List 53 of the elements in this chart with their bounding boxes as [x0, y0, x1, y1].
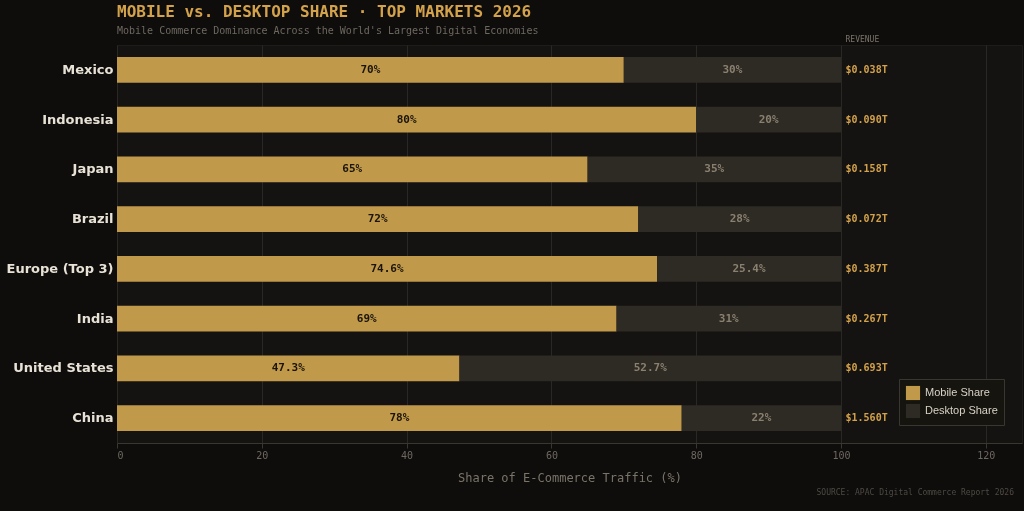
data-label: 28%: [729, 212, 750, 226]
text: REVENUE: [845, 35, 880, 44]
y-tick-label: United States: [13, 360, 114, 376]
annotation: $0.072T: [845, 213, 888, 225]
data-label: 31%: [718, 311, 740, 325]
y-tick-label: Indonesia: [42, 111, 114, 127]
data-label: 74.6%: [370, 261, 404, 275]
x-tick-label: 0: [117, 449, 124, 461]
bar: [117, 355, 460, 382]
annotation: $0.038T: [845, 63, 888, 75]
annotation: $1.560T: [845, 412, 888, 424]
x-tick-label: 20: [256, 449, 269, 461]
bar: [117, 156, 588, 183]
bar: [117, 56, 624, 83]
annotation: $0.158T: [845, 163, 888, 175]
data-label: 65%: [342, 162, 363, 176]
y-tick-label: India: [76, 310, 114, 326]
data-label: 30%: [722, 62, 743, 76]
data-label: 69%: [356, 311, 378, 325]
bar: [117, 106, 697, 133]
x-tick-label: 60: [545, 449, 558, 461]
y-tick-label: Mexico: [62, 61, 114, 77]
data-label: 70%: [360, 62, 381, 76]
bar: [117, 255, 658, 282]
x-tick-label: 100: [832, 449, 851, 461]
annotation: $0.387T: [845, 262, 888, 274]
data-label: 80%: [396, 112, 417, 126]
data-label: 22%: [751, 411, 772, 425]
chart-title: MOBILE vs. DESKTOP SHARE · TOP MARKETS 2026: [117, 2, 532, 21]
data-label: 72%: [367, 212, 388, 226]
data-label: 78%: [389, 411, 410, 425]
x-tick-label: 80: [690, 449, 703, 461]
annotation: $0.090T: [845, 113, 888, 125]
annotation: $0.693T: [845, 362, 888, 374]
y-tick-label: China: [72, 410, 114, 426]
x-axis-title: Share of E-Commerce Traffic (%): [458, 470, 682, 485]
legend-label: Desktop Share: [925, 404, 998, 416]
x-tick-label: 40: [401, 449, 414, 461]
y-tick-label: Europe (Top 3): [6, 260, 114, 276]
data-label: 35%: [704, 162, 725, 176]
bar: [117, 305, 617, 332]
y-tick-label: Japan: [71, 161, 114, 177]
data-label: 20%: [758, 112, 779, 126]
bar: [117, 405, 682, 432]
bar: [117, 206, 639, 233]
x-tick-label: 120: [977, 449, 996, 461]
data-label: 52.7%: [633, 361, 668, 375]
annotation: $0.267T: [845, 312, 888, 324]
data-label: 47.3%: [271, 361, 306, 375]
data-label: 25.4%: [732, 261, 766, 275]
y-tick-label: Brazil: [71, 211, 114, 227]
legend-label: Mobile Share: [925, 386, 990, 398]
chart-subtitle: Mobile Commerce Dominance Across the World's Largest Digital Economies: [117, 25, 539, 36]
